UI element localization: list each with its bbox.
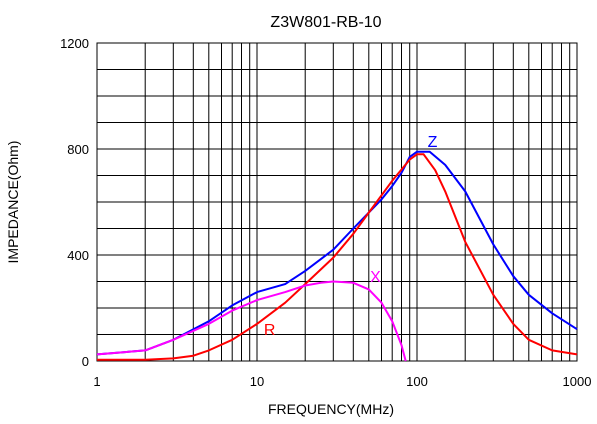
y-tick-label: 400 bbox=[67, 248, 89, 263]
tick-labels: 1 10 100 1000 0 400 800 1200 bbox=[60, 36, 591, 389]
x-tick-label: 1 bbox=[93, 374, 100, 389]
y-tick-label: 0 bbox=[82, 354, 89, 369]
series-label-x: X bbox=[370, 269, 381, 286]
x-tick-label: 10 bbox=[250, 374, 264, 389]
x-axis-label: FREQUENCY(MHz) bbox=[268, 401, 394, 417]
series-line-x bbox=[96, 280, 407, 362]
series-line-r bbox=[97, 153, 578, 361]
series-layer bbox=[96, 150, 578, 362]
grid bbox=[97, 43, 577, 361]
series-label-r: R bbox=[264, 322, 276, 339]
plot-frame bbox=[96, 42, 578, 362]
series-labels: Z R X bbox=[264, 134, 438, 339]
x-tick-label: 1000 bbox=[563, 374, 592, 389]
x-tick-label: 100 bbox=[406, 374, 428, 389]
series-line-z bbox=[96, 150, 578, 356]
chart-title: Z3W801-RB-10 bbox=[270, 14, 381, 31]
y-tick-label: 1200 bbox=[60, 36, 89, 51]
y-axis-label: IMPEDANCE(Ohm) bbox=[5, 141, 21, 264]
y-tick-label: 800 bbox=[67, 142, 89, 157]
series-label-z: Z bbox=[428, 134, 438, 151]
